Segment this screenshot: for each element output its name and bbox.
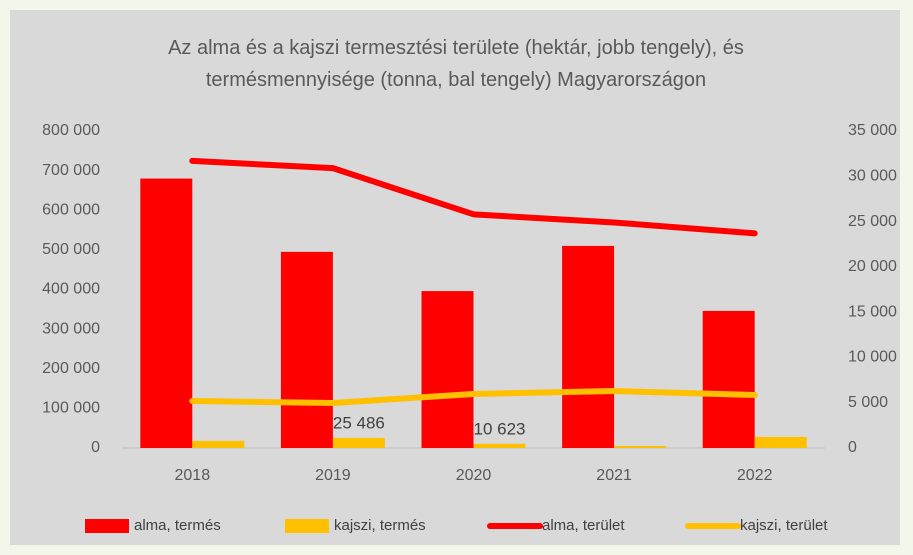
data-label: 25 486 bbox=[333, 413, 385, 432]
bar bbox=[562, 245, 615, 448]
bar bbox=[421, 291, 474, 448]
y-tick-label: 100 000 bbox=[42, 400, 100, 417]
y-tick-label: 300 000 bbox=[42, 320, 100, 337]
bar bbox=[702, 310, 755, 448]
y2-tick-label: 25 000 bbox=[848, 213, 897, 230]
y2-tick-label: 0 bbox=[848, 439, 857, 456]
line bbox=[189, 157, 758, 237]
legend-swatch bbox=[285, 519, 329, 533]
legend-label: kajszi, termés bbox=[334, 517, 426, 534]
chart-title: Az alma és a kajszi termesztési területe… bbox=[168, 37, 744, 91]
y2-tick-label: 15 000 bbox=[848, 303, 897, 320]
x-tick-label: 2018 bbox=[175, 467, 211, 484]
data-label: 10 623 bbox=[474, 419, 526, 438]
y-tick-label: 400 000 bbox=[42, 281, 100, 298]
legend-label: kajszi, terület bbox=[740, 517, 828, 534]
y2-tick-label: 20 000 bbox=[848, 258, 897, 275]
legend-swatch bbox=[85, 519, 129, 533]
bar bbox=[473, 443, 526, 448]
y-tick-label: 600 000 bbox=[42, 201, 100, 218]
y-tick-label: 200 000 bbox=[42, 360, 100, 377]
bar bbox=[280, 251, 333, 448]
legend-label: alma, terület bbox=[542, 517, 625, 534]
line bbox=[189, 388, 758, 406]
x-tick-label: 2020 bbox=[456, 467, 492, 484]
y2-tick-label: 35 000 bbox=[848, 122, 897, 139]
y-tick-label: 700 000 bbox=[42, 162, 100, 179]
y2-tick-label: 10 000 bbox=[848, 349, 897, 366]
bar bbox=[332, 437, 385, 448]
x-tick-label: 2021 bbox=[596, 467, 632, 484]
legend-label: alma, termés bbox=[134, 517, 221, 534]
y2-tick-label: 30 000 bbox=[848, 168, 897, 185]
x-tick-label: 2022 bbox=[737, 467, 773, 484]
y-tick-label: 500 000 bbox=[42, 241, 100, 258]
bar bbox=[614, 446, 667, 448]
bar bbox=[140, 178, 193, 449]
y-tick-label: 800 000 bbox=[42, 122, 100, 139]
bar bbox=[192, 440, 245, 448]
bar bbox=[754, 436, 807, 448]
x-tick-label: 2019 bbox=[315, 467, 351, 484]
y2-tick-label: 5 000 bbox=[848, 394, 888, 411]
y-tick-label: 0 bbox=[91, 439, 100, 456]
